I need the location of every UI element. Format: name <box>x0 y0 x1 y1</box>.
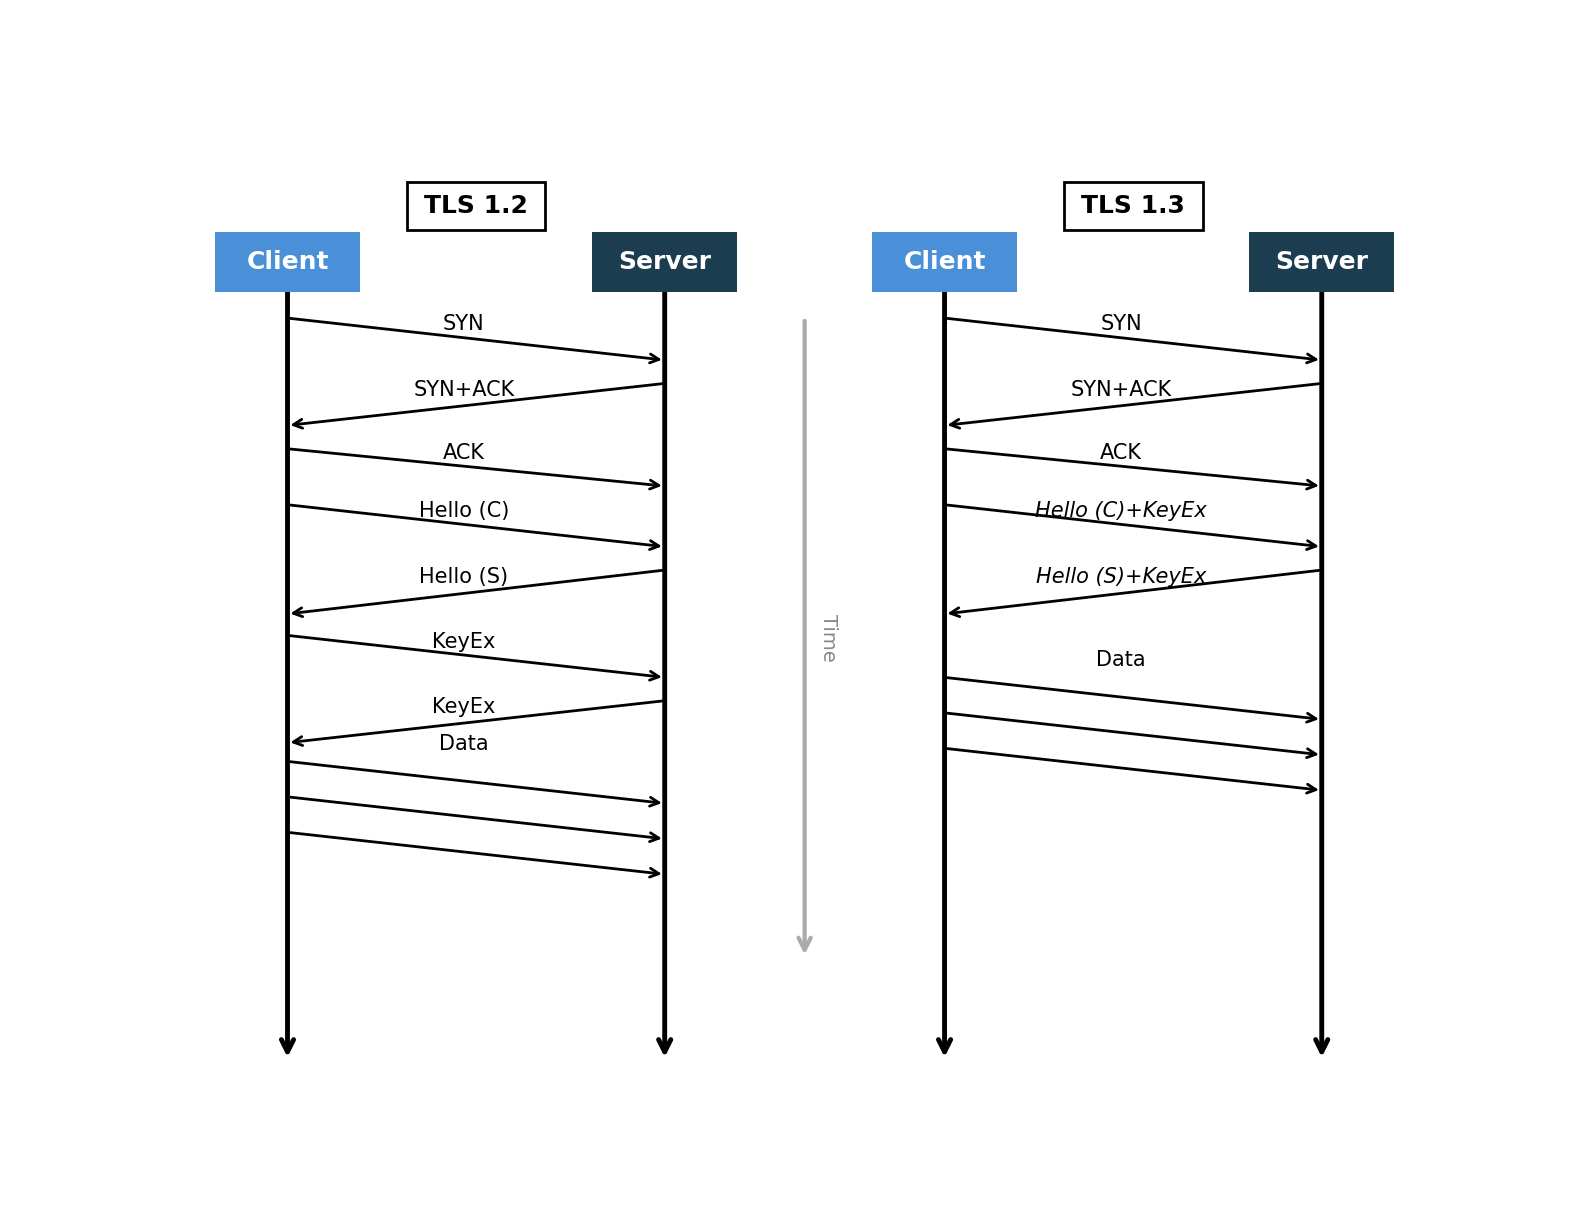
Text: Hello (C): Hello (C) <box>419 501 509 521</box>
Text: TLS 1.3: TLS 1.3 <box>1082 194 1185 218</box>
Text: TLS 1.2: TLS 1.2 <box>424 194 528 218</box>
FancyBboxPatch shape <box>1250 233 1394 292</box>
Text: KeyEx: KeyEx <box>432 697 496 718</box>
FancyBboxPatch shape <box>407 182 545 230</box>
Text: Hello (S)+KeyEx: Hello (S)+KeyEx <box>1036 567 1206 588</box>
Text: KeyEx: KeyEx <box>432 631 496 652</box>
Text: SYN+ACK: SYN+ACK <box>1071 379 1171 400</box>
FancyBboxPatch shape <box>592 233 736 292</box>
Text: ACK: ACK <box>1101 442 1141 463</box>
FancyBboxPatch shape <box>1064 182 1203 230</box>
Text: SYN: SYN <box>443 314 485 335</box>
Text: Server: Server <box>1275 250 1367 274</box>
Text: SYN: SYN <box>1101 314 1141 335</box>
Text: Hello (C)+KeyEx: Hello (C)+KeyEx <box>1035 501 1207 521</box>
Text: Server: Server <box>619 250 711 274</box>
Text: ACK: ACK <box>443 442 485 463</box>
Text: SYN+ACK: SYN+ACK <box>413 379 515 400</box>
Text: Hello (S): Hello (S) <box>419 567 509 588</box>
Text: Client: Client <box>903 250 986 274</box>
Text: Time: Time <box>820 613 838 662</box>
Text: Data: Data <box>440 734 488 754</box>
FancyBboxPatch shape <box>873 233 1017 292</box>
Text: Data: Data <box>1096 650 1146 670</box>
Text: Client: Client <box>246 250 328 274</box>
FancyBboxPatch shape <box>215 233 360 292</box>
